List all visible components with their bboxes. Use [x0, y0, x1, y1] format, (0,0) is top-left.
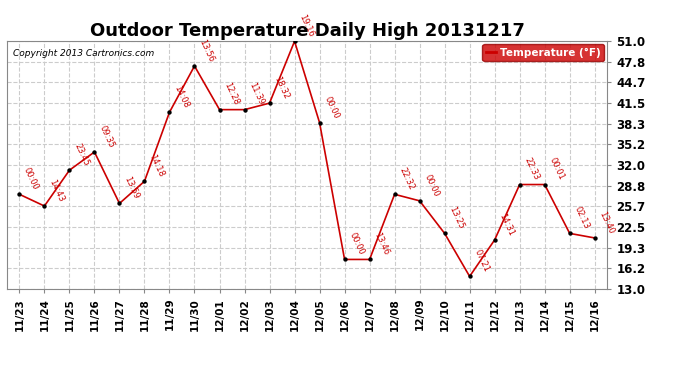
- Text: 00:00: 00:00: [22, 166, 41, 192]
- Text: 12:28: 12:28: [222, 81, 241, 107]
- Text: 00:00: 00:00: [422, 173, 441, 198]
- Text: 22:33: 22:33: [522, 156, 541, 182]
- Point: [39, 203, 50, 209]
- Point: [114, 200, 125, 206]
- Point: [264, 100, 275, 106]
- Text: 13:59: 13:59: [122, 175, 141, 201]
- Point: [314, 120, 325, 126]
- Text: Copyright 2013 Cartronics.com: Copyright 2013 Cartronics.com: [13, 49, 154, 58]
- Point: [514, 182, 525, 188]
- Text: 09:35: 09:35: [97, 124, 115, 149]
- Point: [339, 256, 350, 262]
- Point: [439, 230, 450, 236]
- Point: [139, 178, 150, 184]
- Text: 00:00: 00:00: [322, 94, 341, 120]
- Point: [64, 167, 75, 173]
- Text: 14:18: 14:18: [147, 153, 166, 178]
- Text: 11:39: 11:39: [247, 81, 266, 107]
- Text: 14:31: 14:31: [497, 211, 515, 237]
- Text: 18:32: 18:32: [273, 75, 290, 100]
- Point: [189, 63, 200, 69]
- Point: [564, 230, 575, 236]
- Text: 14:08: 14:08: [172, 84, 190, 110]
- Text: 22:32: 22:32: [397, 166, 415, 192]
- Text: 00:00: 00:00: [347, 231, 366, 256]
- Point: [214, 106, 225, 112]
- Text: 19:16: 19:16: [297, 13, 315, 39]
- Point: [389, 191, 400, 197]
- Point: [239, 106, 250, 112]
- Text: 13:56: 13:56: [197, 38, 215, 63]
- Point: [289, 38, 300, 44]
- Text: 02:13: 02:13: [573, 205, 591, 231]
- Point: [164, 109, 175, 115]
- Text: 00:01: 00:01: [547, 156, 566, 182]
- Text: 13:25: 13:25: [447, 205, 466, 231]
- Text: 13:46: 13:46: [373, 231, 391, 256]
- Point: [89, 149, 100, 155]
- Point: [14, 191, 25, 197]
- Point: [489, 237, 500, 243]
- Point: [464, 273, 475, 279]
- Legend: Temperature (°F): Temperature (°F): [482, 44, 604, 61]
- Title: Outdoor Temperature Daily High 20131217: Outdoor Temperature Daily High 20131217: [90, 22, 524, 40]
- Text: 23:45: 23:45: [72, 142, 90, 167]
- Point: [414, 198, 425, 204]
- Point: [589, 235, 600, 241]
- Text: 13:40: 13:40: [598, 210, 615, 235]
- Text: 14:43: 14:43: [47, 178, 66, 203]
- Point: [539, 182, 550, 188]
- Point: [364, 256, 375, 262]
- Text: 07:21: 07:21: [473, 248, 491, 274]
